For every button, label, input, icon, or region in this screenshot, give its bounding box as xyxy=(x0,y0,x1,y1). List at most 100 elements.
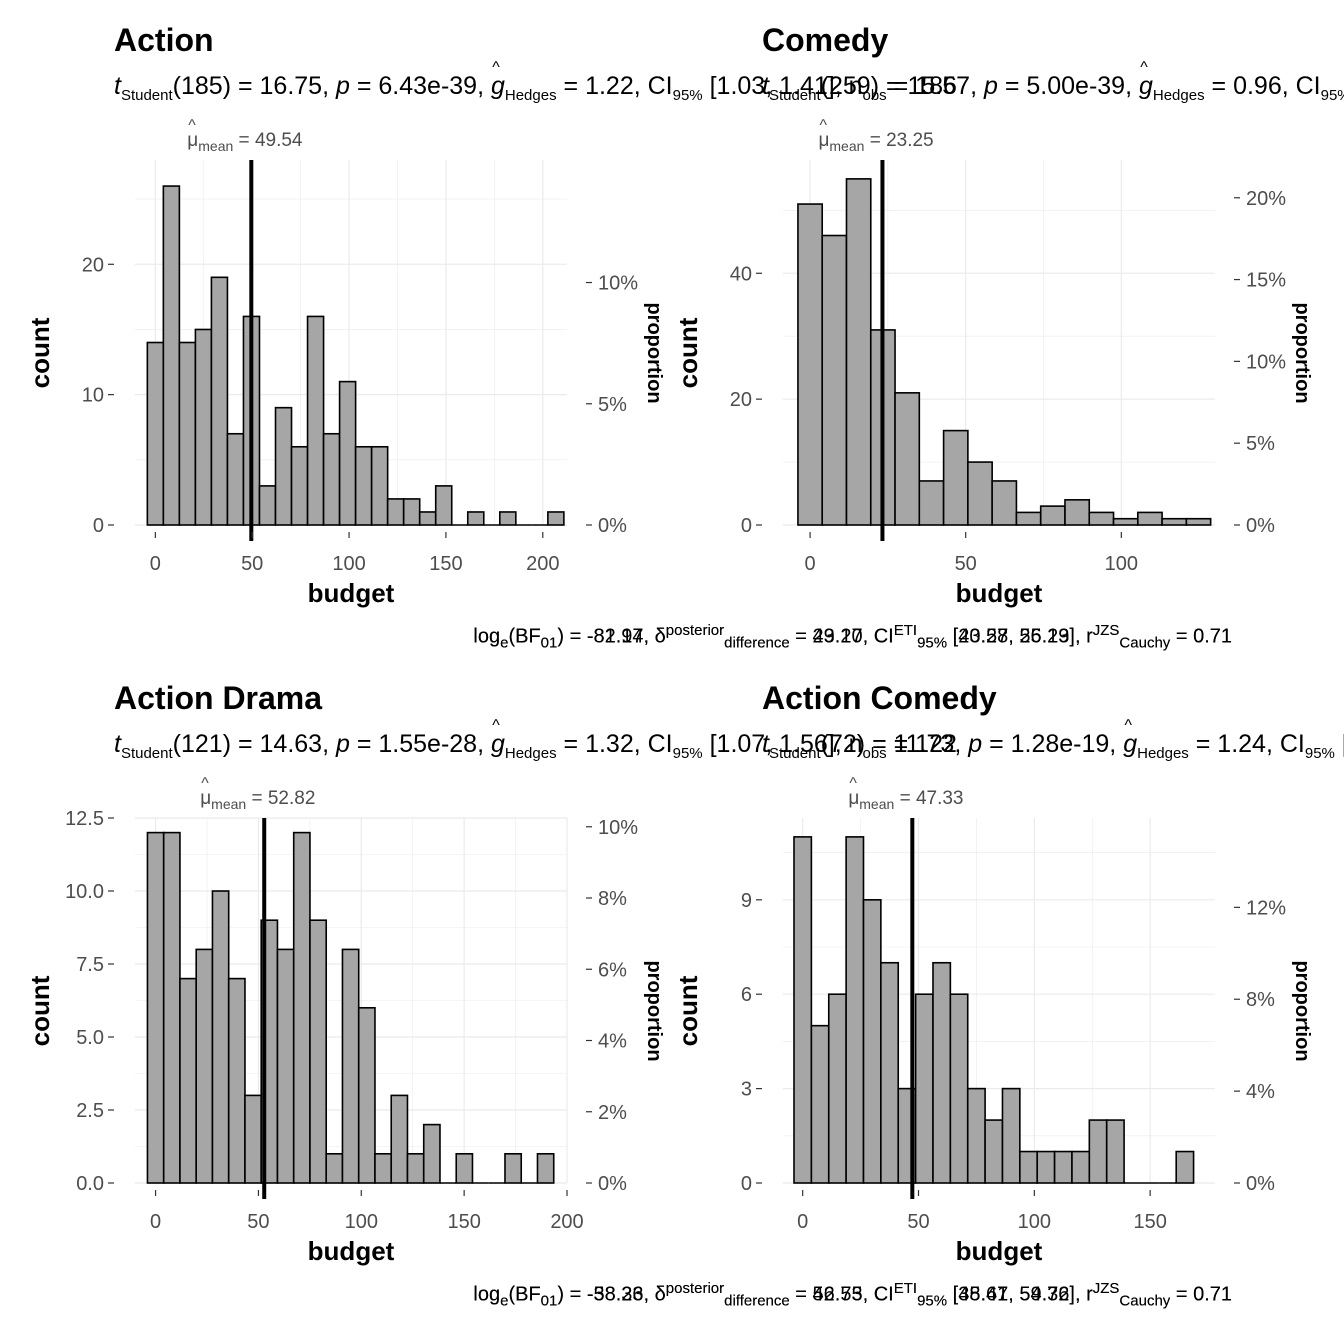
chart-title: Action xyxy=(114,22,214,58)
subtitle-ci-sub: 95% xyxy=(672,87,703,104)
caption-ci-sub: 95% xyxy=(917,1292,948,1310)
histogram-bar xyxy=(498,511,517,526)
x-tick-label: 0 xyxy=(150,553,161,575)
mu-symbol: μ xyxy=(187,117,198,152)
x-tick-label: 150 xyxy=(447,1211,480,1233)
mean-value: 52.82 xyxy=(267,788,316,809)
panel-action-comedy: Action Comedy tStudent(72) = 11.73, p = 1… xyxy=(473,658,1344,1316)
y2-tick-label: 2% xyxy=(598,1102,627,1124)
x-axis-label: budget xyxy=(956,578,1043,608)
y2-tick-label: 20% xyxy=(1246,188,1286,210)
y-axis-label: count xyxy=(25,975,55,1046)
y2-tick-label: 15% xyxy=(1246,270,1286,292)
histogram-bar xyxy=(402,498,421,526)
y-tick-label: 10 xyxy=(82,385,104,407)
caption-ci-sup: ETI xyxy=(893,622,918,639)
histogram-bar xyxy=(244,1094,263,1184)
histogram-bar xyxy=(827,993,847,1184)
caption-bf-sub: 01 xyxy=(540,1292,558,1310)
subtitle-p-value: = 1.55e-28, xyxy=(349,730,491,758)
caption-delta: ) = -38.23, δ xyxy=(557,1283,666,1306)
x-axis-label: budget xyxy=(956,1236,1043,1266)
histogram-bar xyxy=(390,1094,409,1184)
y-tick-label: 12.5 xyxy=(65,808,104,830)
y-axis-label: count xyxy=(25,317,55,388)
caption-delta-sub: difference xyxy=(724,634,790,652)
subtitle-g-sub: Hedges xyxy=(1152,87,1205,104)
histogram-bar xyxy=(195,948,214,1184)
x-axis-label: budget xyxy=(308,1236,395,1266)
subtitle-ci-value: [0.96, 1.53], n xyxy=(1335,730,1344,758)
subtitle-df-stat: (259) = 15.57, xyxy=(820,72,984,100)
y-tick-label: 20 xyxy=(730,389,752,411)
mean-value: 49.54 xyxy=(254,130,303,151)
y-axis-label: count xyxy=(673,975,703,1046)
subtitle-g-sub: Hedges xyxy=(504,87,557,104)
chart-caption: loge(BF01) = -81.94, δposteriordifferenc… xyxy=(473,622,1232,652)
chart-subtitle: tStudent(185) = 16.75, p = 6.43e-39, gHe… xyxy=(114,59,957,104)
subtitle-p-value: = 1.28e-19, xyxy=(982,730,1124,758)
subtitle-ci-value: [1.07, 1.56], n xyxy=(702,730,863,758)
chart-caption: loge(BF01) = -82.17, δposteriordifferenc… xyxy=(473,622,1232,652)
subtitle-ci-sub: 95% xyxy=(672,745,703,762)
y2-axis-label: proportion xyxy=(1291,960,1313,1061)
mean-value: 47.33 xyxy=(915,788,964,809)
y-tick-label: 6 xyxy=(741,984,752,1006)
caption-ci-value: [20.27, 26.13], r xyxy=(947,625,1093,648)
histogram-bar xyxy=(338,380,357,526)
y-tick-label: 7.5 xyxy=(76,954,104,976)
x-tick-label: 200 xyxy=(526,553,559,575)
y-tick-label: 5.0 xyxy=(76,1027,104,1049)
chart-subtitle: tStudent(259) = 15.57, p = 5.00e-39, gHe… xyxy=(762,59,1344,104)
histogram-bar xyxy=(309,919,328,1184)
caption-bf: (BF xyxy=(508,625,541,648)
subtitle-p-value: = 5.00e-39, xyxy=(997,72,1139,100)
y-tick-label: 0.0 xyxy=(76,1173,104,1195)
y2-axis-label: proportion xyxy=(643,302,665,403)
caption-ci-sup: ETI xyxy=(893,1280,918,1297)
subtitle-g-sub: Hedges xyxy=(504,745,557,762)
caption-r-value: = 0.71 xyxy=(1170,1283,1232,1306)
subtitle-g-value: = 0.96, CI xyxy=(1204,72,1321,100)
histogram-bar xyxy=(146,831,165,1184)
chart-title: Comedy xyxy=(762,22,889,58)
histogram-bar xyxy=(967,461,993,526)
mu-equals: = xyxy=(864,130,887,151)
subtitle-g-value: = 1.24, CI xyxy=(1188,730,1305,758)
histogram-bar xyxy=(1137,511,1163,526)
caption-r-sub: Cauchy xyxy=(1119,634,1171,652)
histogram-bar xyxy=(1088,1119,1108,1184)
caption-r-sup: JZS xyxy=(1092,622,1120,639)
subtitle-g: g xyxy=(1139,59,1153,101)
y-tick-label: 40 xyxy=(730,263,752,285)
y-tick-label: 0 xyxy=(93,515,104,537)
subtitle-n-sub: obs xyxy=(862,745,887,762)
histogram-bar xyxy=(918,480,945,526)
histogram-bar xyxy=(949,993,969,1184)
y2-tick-label: 12% xyxy=(1246,897,1286,919)
x-tick-label: 100 xyxy=(345,1211,378,1233)
y2-tick-label: 8% xyxy=(598,888,627,910)
mu-sub: mean xyxy=(829,137,865,154)
x-tick-label: 50 xyxy=(907,1211,929,1233)
histogram-bar xyxy=(325,1152,344,1184)
histogram-bar xyxy=(894,392,921,526)
histogram-bar xyxy=(322,432,341,526)
histogram-bar xyxy=(536,1152,555,1184)
caption-delta: ) = -58.36, δ xyxy=(557,1283,666,1306)
histogram-bar xyxy=(146,341,165,526)
subtitle-ci-sub: 95% xyxy=(1304,745,1335,762)
histogram-bar xyxy=(810,1024,830,1184)
subtitle-n-sub: obs xyxy=(862,87,887,104)
caption-r-sup: JZS xyxy=(1092,622,1120,639)
x-tick-label: 50 xyxy=(955,553,977,575)
caption-r-sup: JZS xyxy=(1092,1280,1120,1297)
histogram-bar xyxy=(227,977,246,1184)
histogram-bar xyxy=(1039,505,1066,526)
chart-subtitle: tStudent(72) = 11.73, p = 1.28e-19, gHed… xyxy=(762,717,1344,762)
caption-bf: (BF xyxy=(508,1283,541,1306)
caption-ci-sup: ETI xyxy=(893,1280,918,1297)
mu-sub: mean xyxy=(859,795,895,812)
panel-action: Action tStudent(185) = 16.75, p = 6.43e-3… xyxy=(0,0,1232,658)
